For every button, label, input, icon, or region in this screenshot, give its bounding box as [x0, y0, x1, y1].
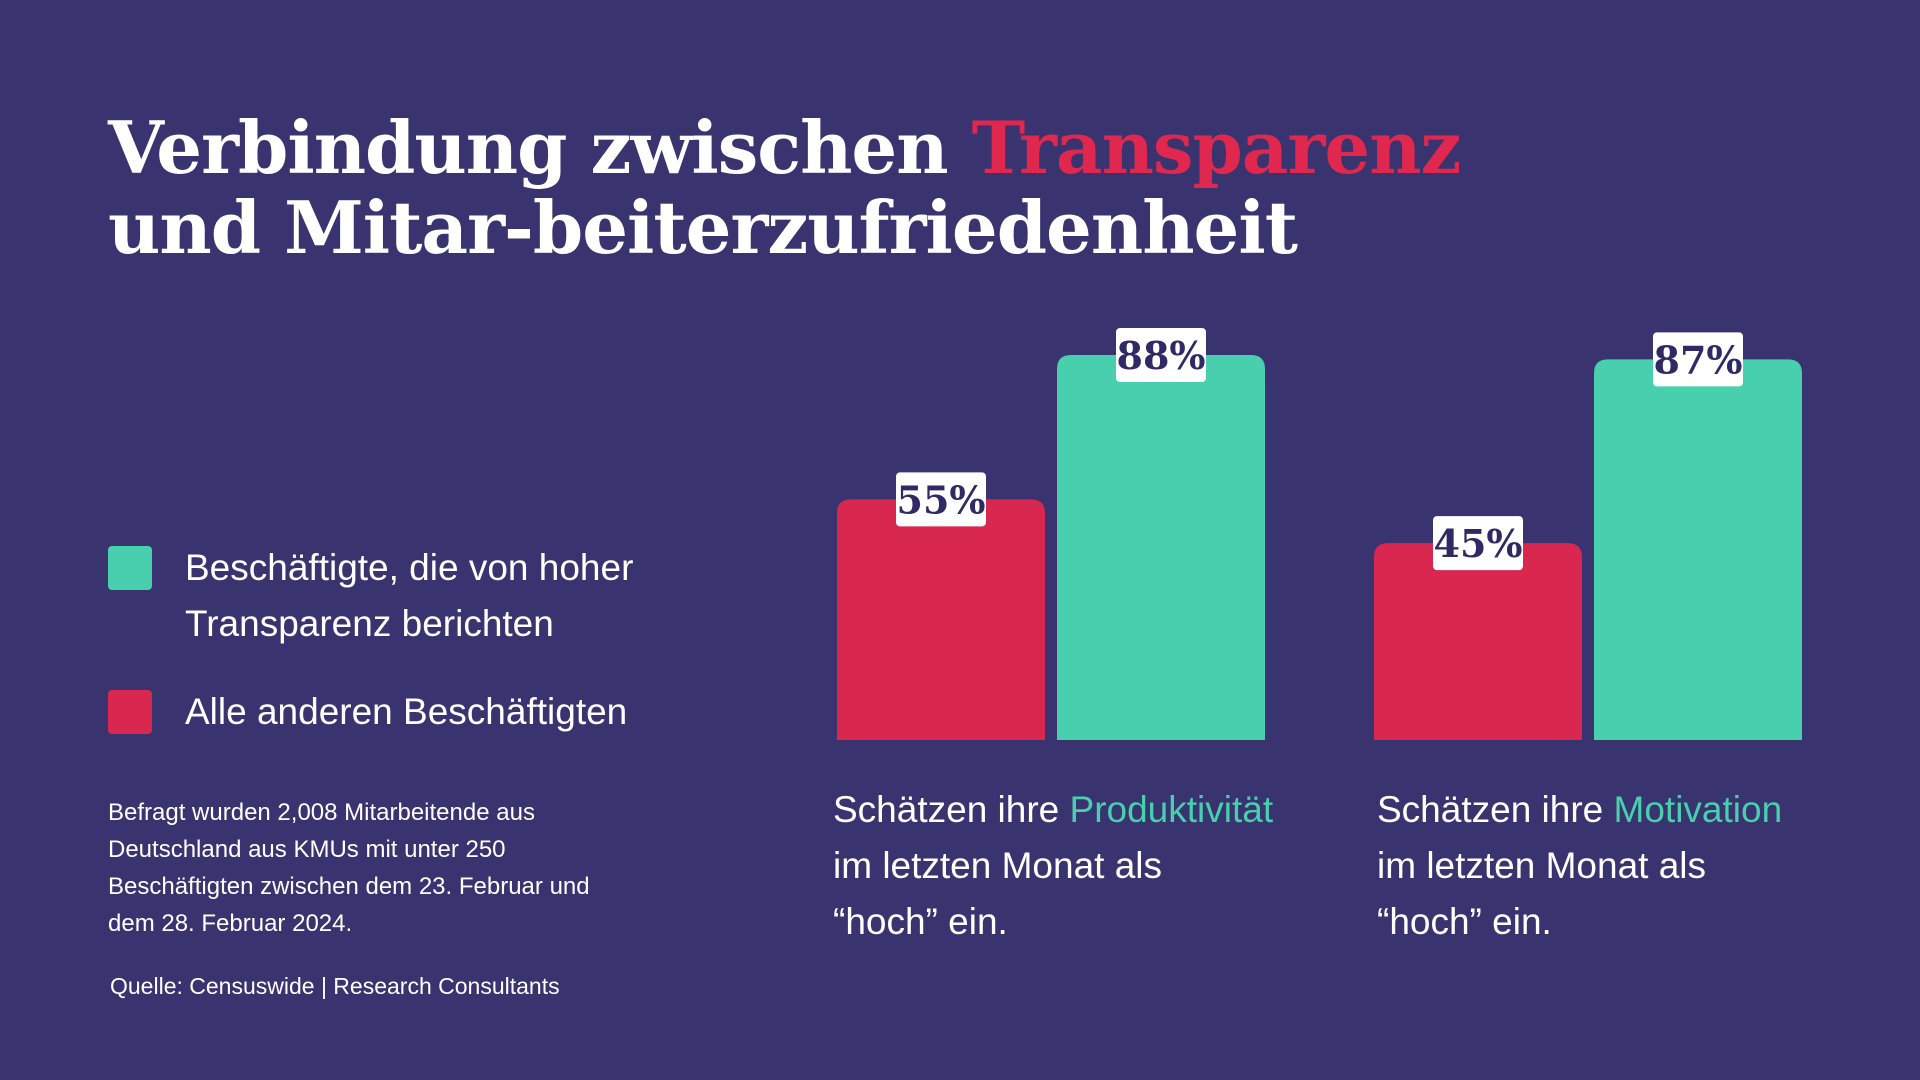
legend-swatch-red — [108, 690, 152, 734]
data-label-box — [896, 472, 986, 527]
survey-note-line-2: Deutschland aus KMUs mit unter 250 — [108, 836, 506, 863]
survey-note-line-1: Befragt wurden 2,008 Mitarbeitende aus — [108, 799, 535, 826]
data-label-box — [1433, 516, 1523, 571]
caption-prefix: Schätzen ihre — [833, 789, 1070, 830]
survey-note: Befragt wurden 2,008 Mitarbeitende aus D… — [108, 794, 708, 942]
source-text: Quelle: Censuswide | Research Consultant… — [110, 973, 560, 999]
caption-motivation: Schätzen ihre Motivation im letzten Mona… — [1377, 782, 1907, 950]
survey-note-line-3: Beschäftigten zwischen dem 23. Februar u… — [108, 873, 590, 900]
legend-label-line-1: Beschäftigte, die von hoher — [185, 547, 634, 588]
legend-item-others: Alle anderen Beschäftigten — [108, 684, 728, 740]
caption-line-1: Schätzen ihre Produktivität — [833, 782, 1363, 838]
data-label-box — [1653, 332, 1743, 387]
data-label: 55% — [896, 472, 986, 527]
caption-line-1: Schätzen ihre Motivation — [1377, 782, 1907, 838]
data-label: 45% — [1433, 516, 1523, 571]
caption-line-3: “hoch” ein. — [1377, 901, 1552, 942]
data-label-text: 87% — [1654, 337, 1743, 382]
caption-prefix: Schätzen ihre — [1377, 789, 1614, 830]
title-prefix: Verbindung zwischen — [108, 105, 972, 190]
bar-produktivität-series-1 — [1057, 355, 1265, 740]
caption-highlight: Produktivität — [1069, 789, 1274, 830]
data-label-text: 45% — [1434, 521, 1523, 566]
caption-line-2: im letzten Monat als — [833, 845, 1163, 886]
caption-productivity: Schätzen ihre Produktivität im letzten M… — [833, 782, 1363, 950]
data-label-box — [1116, 328, 1206, 382]
data-label: 88% — [1116, 328, 1206, 382]
survey-note-line-4: dem 28. Februar 2024. — [108, 910, 353, 937]
data-label-text: 88% — [1117, 333, 1206, 378]
legend-item-transparency: Beschäftigte, die von hoher Transparenz … — [108, 540, 728, 652]
bar-motivation-series-1 — [1594, 359, 1802, 740]
title-highlight: Transparenz — [971, 105, 1462, 190]
caption-line-2: im letzten Monat als — [1377, 845, 1707, 886]
legend-label-line-1: Alle anderen Beschäftigten — [185, 691, 628, 732]
bar-motivation-series-0 — [1374, 543, 1582, 740]
legend: Beschäftigte, die von hoher Transparenz … — [108, 540, 728, 740]
caption-highlight: Motivation — [1613, 789, 1783, 830]
legend-label-line-2: Transparenz berichten — [185, 603, 554, 644]
page-title: Verbindung zwischen Transparenz und Mita… — [108, 105, 1462, 270]
data-label-text: 55% — [897, 477, 986, 522]
legend-swatch-green — [108, 546, 152, 590]
data-label: 87% — [1653, 332, 1743, 387]
caption-line-3: “hoch” ein. — [833, 901, 1008, 942]
title-line-2: und Mitar-beiterzufriedenheit — [108, 185, 1298, 270]
bar-produktivität-series-0 — [837, 499, 1045, 740]
title-line-1: Verbindung zwischen Transparenz — [108, 105, 1462, 190]
